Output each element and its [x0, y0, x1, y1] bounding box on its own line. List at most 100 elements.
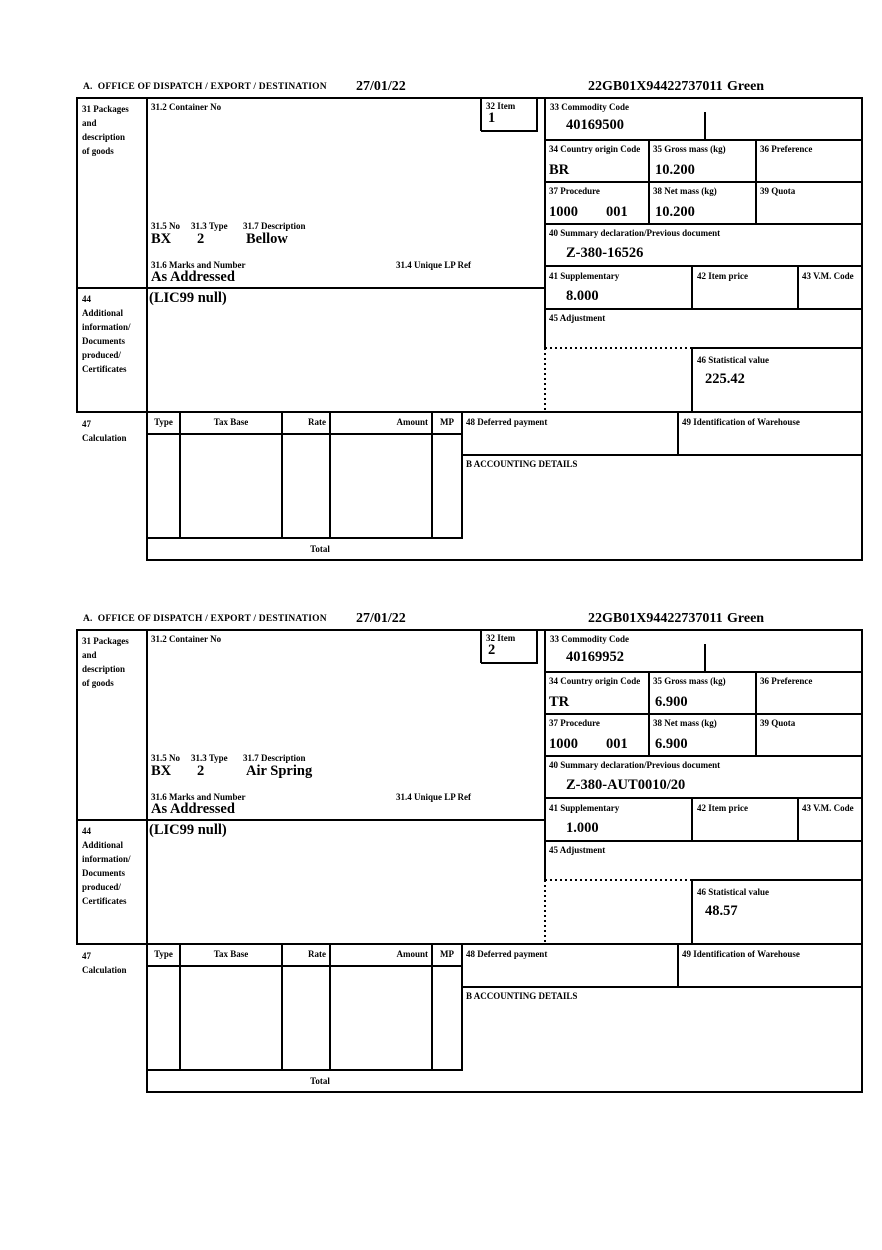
item-number-value: 2 — [488, 642, 496, 658]
country-origin-value: BR — [549, 162, 570, 178]
statistical-value-value: 48.57 — [705, 903, 738, 919]
additional-info-label-line: information/ — [82, 854, 131, 864]
calc-column-header-tax-base: Tax Base — [213, 949, 249, 959]
accounting-details-label: B ACCOUNTING DETAILS — [466, 991, 578, 1001]
vm-code-label: 43 V.M. Code — [802, 803, 854, 813]
country-origin-label: 34 Country origin Code — [549, 676, 641, 686]
packages-no-label: 31.5 No — [151, 753, 180, 763]
packages-label-line: and — [82, 118, 97, 128]
commodity-code-value: 40169500 — [566, 117, 624, 133]
packages-label: 31 Packages and description of goods — [82, 102, 129, 158]
calc-column-header-type: Type — [154, 949, 173, 959]
procedure-value-2: 001 — [606, 204, 628, 220]
container-no-label: 31.2 Container No — [151, 634, 222, 644]
office-of-dispatch-label: A. OFFICE OF DISPATCH / EXPORT / DESTINA… — [83, 82, 327, 92]
additional-info-label-line: 44 — [82, 826, 91, 836]
calculation-label: 47 Calculation — [82, 949, 127, 977]
vm-code-label: 43 V.M. Code — [802, 271, 854, 281]
packages-label-line: of goods — [82, 146, 114, 156]
quota-label: 39 Quota — [760, 718, 796, 728]
item-price-label: 42 Item price — [697, 803, 748, 813]
gross-mass-label: 35 Gross mass (kg) — [653, 676, 726, 686]
gross-mass-value: 6.900 — [655, 694, 688, 710]
additional-info-label: 44 Additional information/ Documents pro… — [82, 824, 131, 908]
statistical-value-value: 225.42 — [705, 371, 745, 387]
preference-label: 36 Preference — [760, 144, 813, 154]
packages-description-value: Air Spring — [246, 763, 313, 779]
packages-label-line: description — [82, 664, 126, 674]
commodity-code-value: 40169952 — [566, 649, 624, 665]
procedure-label: 37 Procedure — [549, 718, 600, 728]
header-reference: 22GB01X94422737011 — [588, 79, 723, 94]
packages-label: 31 Packages and description of goods — [82, 634, 129, 690]
header-routing-status: Green — [727, 611, 765, 626]
packages-no-value: BX — [151, 231, 172, 247]
additional-info-label-line: Documents — [82, 336, 125, 346]
summary-declaration-value: Z-380-AUT0010/20 — [566, 777, 686, 793]
quota-label: 39 Quota — [760, 186, 796, 196]
summary-declaration-label: 40 Summary declaration/Previous document — [549, 760, 721, 770]
packages-no-value: BX — [151, 763, 172, 779]
packages-description-label: 31.7 Description — [243, 753, 306, 763]
additional-info-label-line: information/ — [82, 322, 131, 332]
item-label: 32 Item — [486, 101, 516, 111]
procedure-label: 37 Procedure — [549, 186, 600, 196]
unique-lp-ref-label: 31.4 Unique LP Ref — [396, 260, 472, 270]
summary-declaration-label: 40 Summary declaration/Previous document — [549, 228, 721, 238]
calculation-label-line: Calculation — [82, 965, 127, 975]
supplementary-value: 8.000 — [566, 288, 599, 304]
calc-column-header-amount: Amount — [396, 417, 428, 427]
additional-info-label-line: 44 — [82, 294, 91, 304]
calc-column-header-mp: MP — [440, 949, 454, 959]
calc-column-header-amount: Amount — [396, 949, 428, 959]
additional-info-value: (LIC99 null) — [149, 822, 227, 838]
marks-number-value: As Addressed — [151, 269, 235, 285]
item-price-label: 42 Item price — [697, 271, 748, 281]
warehouse-id-label: 49 Identification of Warehouse — [682, 949, 800, 959]
additional-info-value: (LIC99 null) — [149, 290, 227, 306]
country-origin-label: 34 Country origin Code — [549, 144, 641, 154]
unique-lp-ref-label: 31.4 Unique LP Ref — [396, 792, 472, 802]
additional-info-label-line: produced/ — [82, 350, 121, 360]
supplementary-label: 41 Supplementary — [549, 271, 620, 281]
header-reference: 22GB01X94422737011 — [588, 611, 723, 626]
packages-description-label: 31.7 Description — [243, 221, 306, 231]
declaration-item-block: A. OFFICE OF DISPATCH / EXPORT / DESTINA… — [0, 611, 882, 1093]
packages-label-line: of goods — [82, 678, 114, 688]
additional-info-label: 44 Additional information/ Documents pro… — [82, 292, 131, 376]
deferred-payment-label: 48 Deferred payment — [466, 949, 548, 959]
commodity-code-label: 33 Commodity Code — [550, 634, 629, 644]
gross-mass-value: 10.200 — [655, 162, 695, 178]
net-mass-label: 38 Net mass (kg) — [653, 186, 717, 196]
additional-info-label-line: Additional — [82, 840, 124, 850]
packages-description-value: Bellow — [246, 231, 288, 247]
calc-column-header-rate: Rate — [308, 417, 326, 427]
summary-declaration-value: Z-380-16526 — [566, 245, 644, 261]
header-date: 27/01/22 — [356, 79, 406, 94]
gross-mass-label: 35 Gross mass (kg) — [653, 144, 726, 154]
header-routing-status: Green — [727, 79, 765, 94]
total-label: Total — [310, 1076, 330, 1086]
procedure-value: 1000 — [549, 204, 578, 220]
net-mass-value: 6.900 — [655, 736, 688, 752]
adjustment-label: 45 Adjustment — [549, 845, 606, 855]
procedure-value-2: 001 — [606, 736, 628, 752]
supplementary-label: 41 Supplementary — [549, 803, 620, 813]
adjustment-label: 45 Adjustment — [549, 313, 606, 323]
marks-number-value: As Addressed — [151, 801, 235, 817]
header-date: 27/01/22 — [356, 611, 406, 626]
office-of-dispatch-label: A. OFFICE OF DISPATCH / EXPORT / DESTINA… — [83, 614, 327, 624]
packages-label-line: description — [82, 132, 126, 142]
additional-info-label-line: Additional — [82, 308, 124, 318]
item-number-value: 1 — [488, 110, 496, 126]
calc-column-header-mp: MP — [440, 417, 454, 427]
calculation-label-line: 47 — [82, 951, 91, 961]
packages-label-line: 31 Packages — [82, 636, 129, 646]
item-label: 32 Item — [486, 633, 516, 643]
calc-column-header-tax-base: Tax Base — [213, 417, 249, 427]
calc-column-header-rate: Rate — [308, 949, 326, 959]
marks-number-label: 31.6 Marks and Number — [151, 792, 246, 802]
preference-label: 36 Preference — [760, 676, 813, 686]
packages-type-value: 2 — [197, 231, 205, 247]
net-mass-value: 10.200 — [655, 204, 695, 220]
